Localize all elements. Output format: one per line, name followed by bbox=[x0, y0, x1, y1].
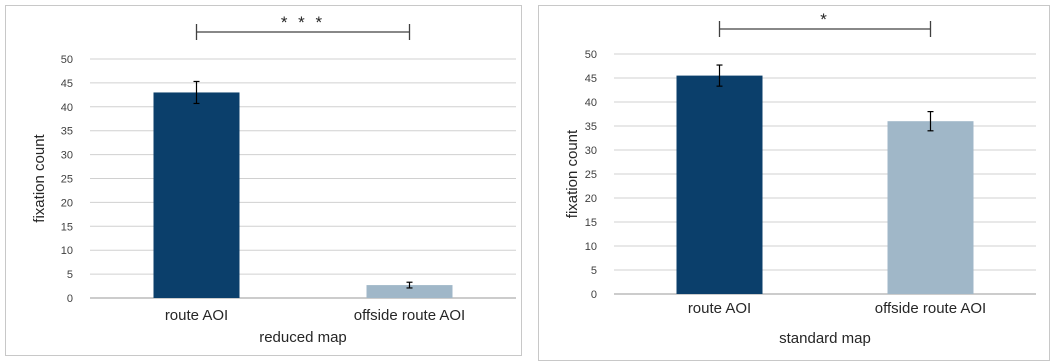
y-tick-label: 5 bbox=[591, 265, 597, 277]
x-axis-title: standard map bbox=[779, 330, 871, 347]
category-label: offside route AOI bbox=[354, 307, 465, 324]
chart-2: 0 5 10 15 20 25 30 35 40 45 50 route AOI offside rou… bbox=[538, 5, 1050, 361]
y-tick-label: 45 bbox=[61, 78, 73, 90]
bar bbox=[153, 92, 240, 299]
category-label: route AOI bbox=[165, 307, 228, 324]
y-tick-label: 5 bbox=[67, 269, 73, 281]
chart-border bbox=[5, 5, 522, 356]
chart-1: 0 5 10 15 20 25 30 35 40 45 50 route AOI offside rou… bbox=[5, 5, 522, 356]
y-tick-label: 0 bbox=[67, 293, 73, 305]
y-tick-label: 45 bbox=[585, 73, 597, 85]
y-axis-title: fixation count bbox=[31, 133, 48, 222]
y-tick-label: 50 bbox=[585, 49, 597, 61]
y-tick-label: 20 bbox=[61, 197, 73, 209]
y-tick-label: 25 bbox=[61, 174, 73, 186]
category-label: route AOI bbox=[688, 300, 751, 317]
y-tick-label: 40 bbox=[585, 97, 597, 109]
significance-label: * bbox=[820, 10, 830, 29]
y-tick-label: 35 bbox=[61, 126, 73, 138]
y-tick-label: 35 bbox=[585, 121, 597, 133]
significance-label: * * * bbox=[281, 13, 325, 32]
y-tick-label: 30 bbox=[61, 150, 73, 162]
y-tick-label: 20 bbox=[585, 193, 597, 205]
y-tick-label: 40 bbox=[61, 102, 73, 114]
y-tick-label: 15 bbox=[61, 221, 73, 233]
y-tick-label: 10 bbox=[585, 241, 597, 253]
y-tick-label: 25 bbox=[585, 169, 597, 181]
x-axis-title: reduced map bbox=[259, 329, 347, 346]
y-tick-label: 15 bbox=[585, 217, 597, 229]
y-tick-label: 30 bbox=[585, 145, 597, 157]
y-axis-title: fixation count bbox=[564, 129, 581, 218]
bar bbox=[366, 285, 453, 298]
bar bbox=[676, 75, 763, 294]
y-tick-label: 50 bbox=[61, 54, 73, 66]
y-tick-label: 0 bbox=[591, 289, 597, 301]
category-label: offside route AOI bbox=[875, 300, 986, 317]
y-tick-label: 10 bbox=[61, 245, 73, 257]
bar bbox=[887, 121, 974, 294]
